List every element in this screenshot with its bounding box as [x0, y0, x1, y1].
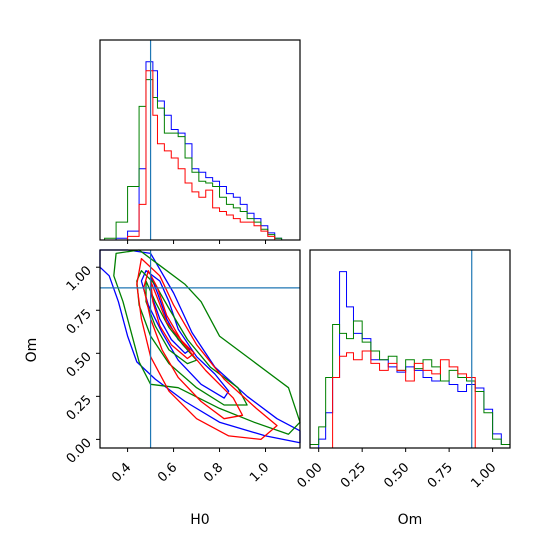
contour-y-tick-label-2: 0.50: [64, 350, 95, 381]
y-axis-label-om: Om: [24, 338, 40, 363]
contour-series-2-level-0: [136, 257, 278, 441]
om-hist-x-tick-label-2: 0.50: [381, 460, 412, 491]
contour-y-tick-label-4: 1.00: [64, 263, 95, 294]
contour-series-2-level-1: [143, 270, 244, 420]
om-hist-x-tick-label-4: 1.00: [468, 460, 499, 491]
contour-frame: [99, 249, 301, 449]
om-hist-series-2: [310, 350, 510, 449]
h0-hist-series-0: [104, 61, 289, 241]
x-axis-label-om: Om: [398, 512, 423, 528]
contour-x-tick-label-2: 0.8: [201, 460, 226, 485]
contour-x-tick-label-1: 0.6: [155, 460, 180, 485]
contour-series-1-level-0: [113, 249, 301, 435]
contour-y-tick-label-3: 0.75: [64, 306, 95, 337]
contour-series-1-level-1: [136, 270, 248, 406]
contour-series-2-level-2: [149, 280, 195, 360]
h0-om-contour-panel: 0.4 0.6 0.8 1.0 0.00 0.25 0.50 0.75 1.00: [64, 249, 301, 485]
contour-x-tick-label-0: 0.4: [109, 460, 134, 485]
h0-histogram-panel: [99, 39, 301, 244]
contour-series-0-level-2: [149, 275, 191, 354]
om-hist-x-tick-label-1: 0.25: [338, 460, 369, 491]
contour-x-tick-label-3: 1.0: [247, 460, 272, 485]
om-hist-x-tick-label-3: 0.75: [425, 460, 456, 491]
contour-y-tick-label-1: 0.25: [64, 393, 95, 424]
h0-hist-series-1: [104, 79, 289, 241]
contour-series-0-level-0: [99, 249, 301, 444]
x-axis-label-h0: H0: [190, 512, 209, 528]
h0-hist-frame: [99, 39, 301, 241]
om-hist-frame: [309, 249, 511, 449]
om-histogram-panel: 0.00 0.25 0.50 0.75 1.00: [294, 249, 511, 491]
contour-y-tick-label-0: 0.00: [64, 436, 95, 467]
om-hist-x-tick-label-0: 0.00: [294, 460, 325, 491]
h0-hist-series-2: [104, 70, 289, 241]
